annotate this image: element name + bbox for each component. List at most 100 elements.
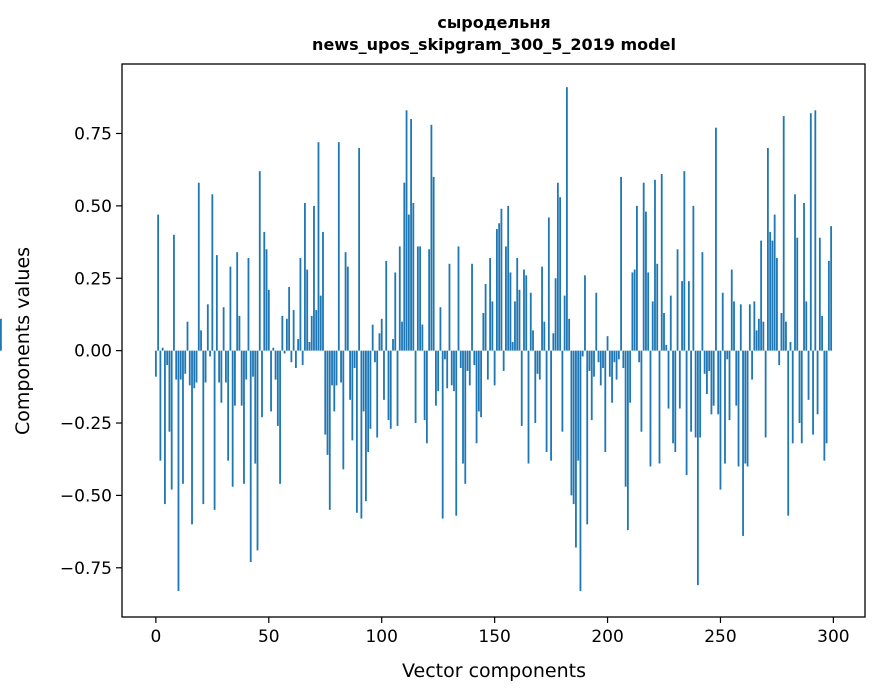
bar (606, 336, 609, 351)
bar (154, 350, 157, 377)
bar (543, 321, 546, 351)
bar (602, 350, 604, 368)
plot-frame (121, 63, 866, 618)
x-tick-label: 250 (704, 627, 736, 647)
bar (355, 350, 358, 513)
bar (604, 350, 607, 452)
bar (195, 350, 198, 383)
bar (672, 350, 674, 444)
bar (466, 350, 469, 371)
bar (407, 214, 410, 351)
bar (710, 350, 713, 415)
bar (807, 350, 810, 400)
bar (157, 214, 160, 351)
bar (441, 350, 444, 519)
bar (523, 269, 525, 351)
bar (667, 350, 670, 409)
bar (665, 344, 668, 351)
bar (586, 350, 589, 525)
x-tick-label: 50 (258, 627, 280, 647)
bar (459, 350, 462, 368)
bar (317, 142, 320, 351)
bar (164, 350, 166, 505)
bar (694, 350, 697, 438)
bar (301, 350, 304, 366)
bar (249, 350, 252, 562)
bar (419, 246, 422, 351)
bar (193, 350, 196, 389)
bar (457, 246, 460, 351)
bar (796, 237, 799, 351)
y-tick-label: 0.00 (74, 342, 112, 362)
bar (204, 350, 207, 383)
bar (191, 350, 193, 525)
bar (505, 246, 507, 351)
bar (254, 350, 257, 464)
bar (642, 182, 645, 351)
bar (261, 350, 263, 418)
bar (816, 350, 819, 415)
bar (561, 350, 564, 432)
bar (358, 147, 361, 351)
bar (685, 350, 688, 476)
bar (495, 229, 498, 351)
bar (753, 301, 756, 351)
bar (333, 350, 336, 412)
bar (421, 324, 424, 351)
bar (674, 350, 677, 452)
bar (200, 330, 202, 351)
bar (516, 257, 519, 351)
bar (699, 350, 702, 438)
bar (615, 350, 618, 380)
bar (450, 350, 453, 386)
bar (762, 321, 765, 351)
bar (263, 231, 266, 351)
bar (380, 318, 383, 351)
bar (448, 263, 451, 351)
bar (719, 350, 722, 490)
x-tick-label: 100 (365, 627, 397, 647)
bar (365, 350, 367, 502)
bar (383, 350, 385, 400)
bar (245, 350, 248, 380)
bar (351, 350, 354, 441)
bar (706, 350, 708, 395)
bar (416, 246, 419, 351)
bar (825, 350, 828, 444)
bar (552, 333, 555, 351)
bar (654, 179, 656, 351)
bar (353, 350, 356, 368)
bar (755, 330, 758, 351)
bar (161, 347, 164, 351)
bar (696, 350, 699, 586)
bar (581, 350, 584, 357)
bar (229, 266, 232, 351)
bar (299, 257, 302, 351)
bar (638, 350, 641, 363)
bar (423, 350, 426, 421)
bar (545, 350, 548, 452)
bar (159, 350, 162, 461)
bar (484, 284, 487, 351)
bar (547, 217, 550, 351)
bar (597, 350, 600, 363)
bar (541, 266, 543, 351)
bar (394, 272, 397, 351)
bar (554, 278, 557, 351)
bar (507, 205, 510, 351)
bar (405, 110, 408, 351)
bar (805, 301, 808, 351)
bar (717, 350, 720, 415)
bar (744, 350, 747, 464)
bar (757, 318, 760, 351)
bar (215, 255, 218, 351)
bar (818, 237, 821, 351)
bar (475, 350, 478, 444)
bar (538, 350, 541, 380)
bar (794, 194, 796, 351)
bar (202, 350, 205, 505)
bar (294, 350, 297, 368)
bar (401, 321, 403, 351)
bar (468, 350, 471, 386)
bar (780, 312, 783, 351)
